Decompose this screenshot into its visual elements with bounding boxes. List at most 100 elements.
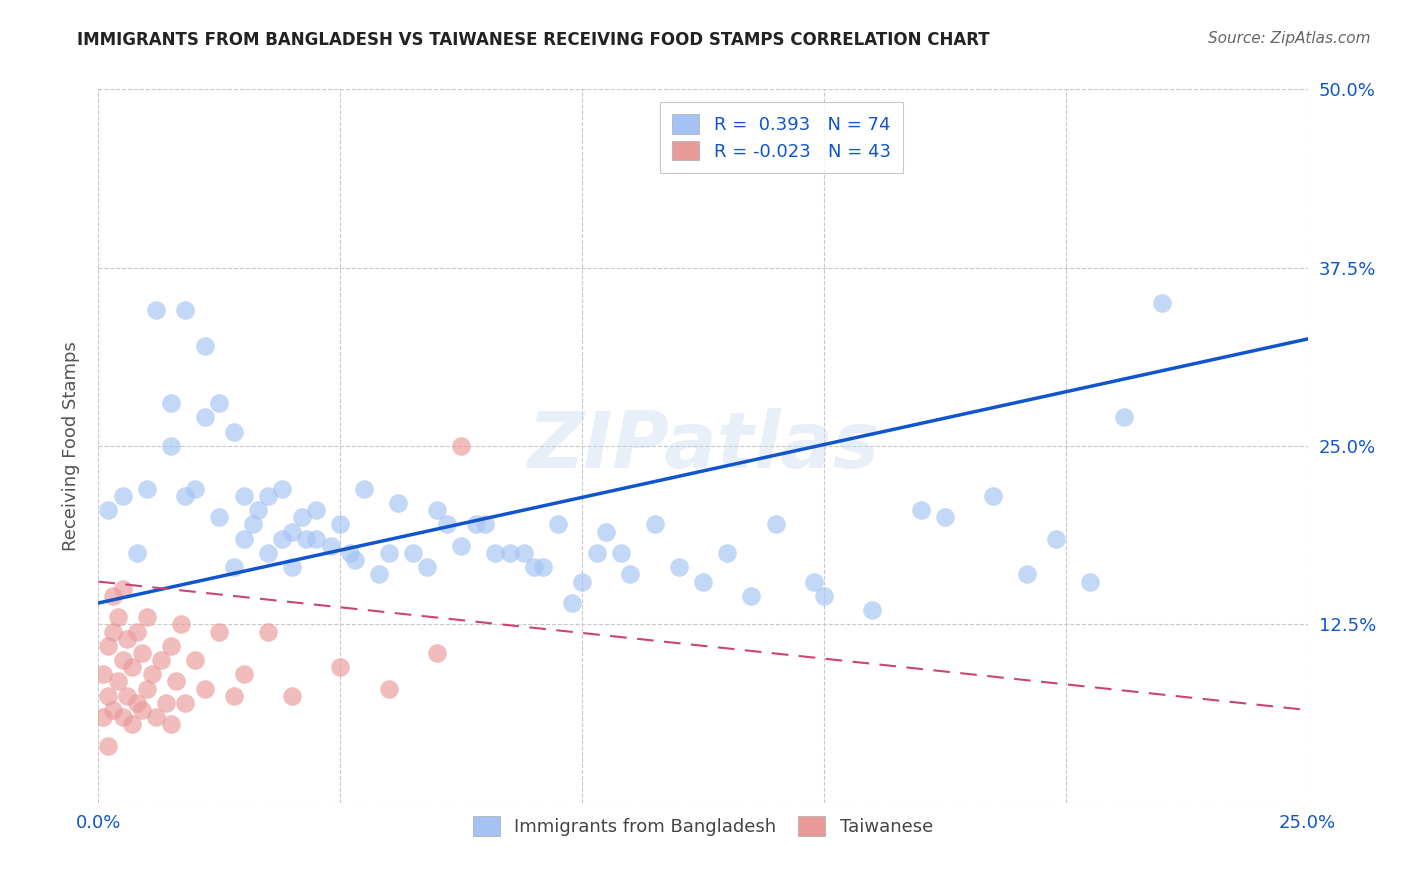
Point xyxy=(111,710,134,724)
Point xyxy=(547,517,569,532)
Point xyxy=(174,489,197,503)
Point xyxy=(155,696,177,710)
Point xyxy=(305,532,328,546)
Point xyxy=(1045,532,1067,546)
Point xyxy=(232,489,254,503)
Text: Source: ZipAtlas.com: Source: ZipAtlas.com xyxy=(1208,31,1371,46)
Legend: Immigrants from Bangladesh, Taiwanese: Immigrants from Bangladesh, Taiwanese xyxy=(464,807,942,845)
Point xyxy=(194,681,217,696)
Point xyxy=(91,710,114,724)
Point xyxy=(387,496,409,510)
Point xyxy=(160,639,183,653)
Point xyxy=(208,624,231,639)
Point xyxy=(813,589,835,603)
Point xyxy=(121,660,143,674)
Point xyxy=(117,689,139,703)
Point xyxy=(426,503,449,517)
Point xyxy=(91,667,114,681)
Point xyxy=(169,617,191,632)
Text: ZIPatlas: ZIPatlas xyxy=(527,408,879,484)
Point xyxy=(160,396,183,410)
Point xyxy=(402,546,425,560)
Point xyxy=(934,510,956,524)
Point xyxy=(619,567,641,582)
Point xyxy=(127,624,149,639)
Point xyxy=(194,410,217,425)
Point xyxy=(111,489,134,503)
Point xyxy=(860,603,883,617)
Point xyxy=(981,489,1004,503)
Point xyxy=(184,653,207,667)
Point xyxy=(150,653,173,667)
Point xyxy=(290,510,312,524)
Point xyxy=(121,717,143,731)
Point xyxy=(127,546,149,560)
Point xyxy=(242,517,264,532)
Text: IMMIGRANTS FROM BANGLADESH VS TAIWANESE RECEIVING FOOD STAMPS CORRELATION CHART: IMMIGRANTS FROM BANGLADESH VS TAIWANESE … xyxy=(77,31,990,49)
Point xyxy=(160,439,183,453)
Point xyxy=(281,524,304,539)
Point xyxy=(426,646,449,660)
Point xyxy=(256,489,278,503)
Point xyxy=(135,610,157,624)
Point xyxy=(194,339,217,353)
Point xyxy=(571,574,593,589)
Point xyxy=(484,546,506,560)
Point xyxy=(141,667,163,681)
Point xyxy=(803,574,825,589)
Point xyxy=(692,574,714,589)
Point xyxy=(668,560,690,574)
Point xyxy=(513,546,536,560)
Point xyxy=(377,681,399,696)
Point xyxy=(295,532,318,546)
Point xyxy=(1152,296,1174,310)
Point xyxy=(377,546,399,560)
Point xyxy=(610,546,633,560)
Point xyxy=(97,503,120,517)
Point xyxy=(232,667,254,681)
Point xyxy=(498,546,520,560)
Point xyxy=(97,739,120,753)
Point xyxy=(740,589,762,603)
Point xyxy=(97,639,120,653)
Point xyxy=(232,532,254,546)
Point xyxy=(256,546,278,560)
Point xyxy=(111,582,134,596)
Point xyxy=(127,696,149,710)
Point xyxy=(910,503,932,517)
Point xyxy=(281,689,304,703)
Point xyxy=(131,703,153,717)
Point xyxy=(343,553,366,567)
Point xyxy=(368,567,391,582)
Point xyxy=(117,632,139,646)
Point xyxy=(450,539,472,553)
Point xyxy=(208,510,231,524)
Point xyxy=(436,517,458,532)
Point xyxy=(765,517,787,532)
Y-axis label: Receiving Food Stamps: Receiving Food Stamps xyxy=(62,341,80,551)
Point xyxy=(101,624,124,639)
Point xyxy=(329,660,352,674)
Point xyxy=(101,589,124,603)
Point xyxy=(160,717,183,731)
Point xyxy=(222,560,245,574)
Point xyxy=(531,560,554,574)
Point xyxy=(1112,410,1135,425)
Point xyxy=(416,560,439,574)
Point xyxy=(595,524,617,539)
Point xyxy=(131,646,153,660)
Point xyxy=(281,560,304,574)
Point xyxy=(208,396,231,410)
Point xyxy=(319,539,342,553)
Point xyxy=(339,546,361,560)
Point xyxy=(107,610,129,624)
Point xyxy=(247,503,270,517)
Point xyxy=(222,689,245,703)
Point xyxy=(353,482,375,496)
Point xyxy=(474,517,496,532)
Point xyxy=(644,517,666,532)
Point xyxy=(464,517,486,532)
Point xyxy=(135,482,157,496)
Point xyxy=(256,624,278,639)
Point xyxy=(561,596,583,610)
